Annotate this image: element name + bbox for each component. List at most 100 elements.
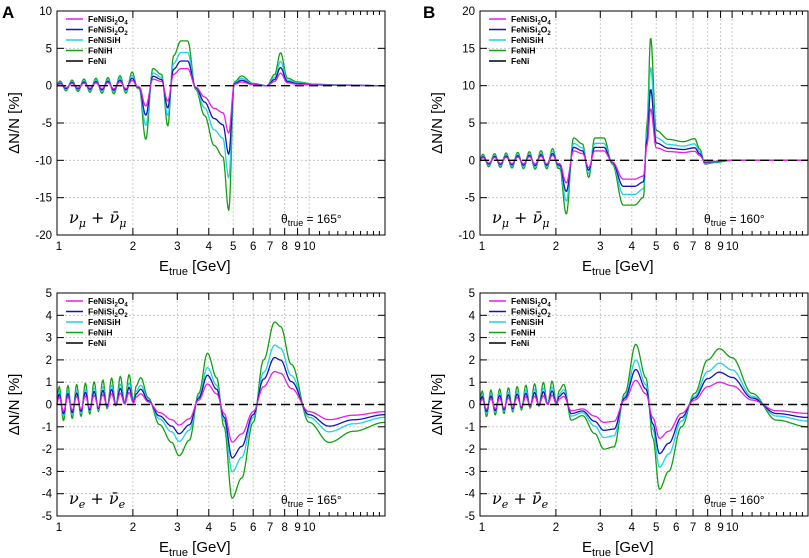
x-tick-label-10: 10: [303, 522, 316, 534]
y-tick-label-4: 4: [46, 310, 53, 322]
x-tick-label-7: 7: [267, 241, 273, 253]
x-tick-label-5: 5: [653, 522, 659, 534]
x-tick-label-8: 8: [281, 241, 287, 253]
x-axis-label: Etrue [GeV]: [159, 539, 231, 558]
x-tick-label-6: 6: [250, 241, 256, 253]
legend-entry-FeNiH: FeNiH: [511, 46, 536, 56]
y-tick-label-1: 1: [46, 377, 52, 389]
channel-label: νe + ν̄e: [492, 489, 549, 511]
x-tick-label-2: 2: [553, 241, 559, 253]
y-tick-label--5: -5: [465, 511, 475, 523]
y-tick-label-5: 5: [469, 118, 475, 130]
y-tick-label--3: -3: [42, 466, 52, 478]
x-axis-label: Etrue [GeV]: [159, 258, 231, 278]
x-tick-label-3: 3: [597, 522, 603, 534]
legend-entry-FeNiSi2O4: FeNiSi2O4: [511, 296, 551, 309]
x-tick-label-1: 1: [56, 241, 62, 253]
y-tick-label-10: 10: [39, 6, 52, 18]
legend-entry-FeNi: FeNi: [511, 338, 529, 348]
x-tick-label-3: 3: [597, 241, 603, 253]
x-axis-label: Etrue [GeV]: [582, 539, 654, 558]
y-tick-label--5: -5: [465, 193, 475, 205]
theta-label: θtrue = 160°: [704, 212, 765, 228]
chart-4: -5 -4 -3 -2 -1 0 1 2 3 4 5 1 2 3 4 5 6 7 8 9 10 Etrue [GeV] ΔN…: [429, 288, 809, 558]
y-tick-label-5: 5: [469, 288, 475, 300]
y-tick-label-0: 0: [46, 400, 52, 412]
x-tick-label-9: 9: [717, 241, 723, 253]
legend-entry-FeNiH: FeNiH: [88, 328, 113, 338]
series-line-FeNiSi2O2: [479, 368, 808, 455]
y-tick-label--3: -3: [465, 466, 475, 478]
y-tick-label-1: 1: [469, 377, 475, 389]
theta-label: θtrue = 165°: [281, 212, 342, 228]
x-tick-label-4: 4: [629, 522, 636, 534]
y-tick-label--5: -5: [42, 511, 52, 523]
x-tick-label-7: 7: [690, 241, 696, 253]
series-line-FeNiSi2O2: [479, 89, 808, 192]
legend-entry-FeNiSiH: FeNiSiH: [88, 35, 121, 45]
x-tick-label-9: 9: [294, 241, 300, 253]
x-tick-label-2: 2: [553, 522, 559, 534]
x-tick-label-4: 4: [206, 241, 213, 253]
y-tick-label--15: -15: [35, 193, 52, 205]
y-tick-label--2: -2: [42, 444, 52, 456]
legend-entry-FeNiSi2O2: FeNiSi2O2: [511, 307, 551, 320]
series-line-FeNiSiH: [479, 359, 809, 468]
series-line-FeNiSi2O2: [56, 60, 385, 155]
y-tick-label-20: 20: [462, 6, 475, 18]
legend-entry-FeNi: FeNi: [88, 56, 106, 66]
legend-entry-FeNiH: FeNiH: [511, 328, 536, 338]
x-tick-label-1: 1: [56, 522, 62, 534]
legend-entry-FeNiSi2O2: FeNiSi2O2: [88, 307, 128, 320]
x-tick-label-8: 8: [704, 241, 710, 253]
y-tick-label-3: 3: [46, 333, 52, 345]
panel-label-b: B: [423, 3, 435, 22]
y-tick-label--4: -4: [465, 489, 476, 501]
y-tick-label-0: 0: [46, 81, 52, 93]
x-tick-label-1: 1: [479, 522, 485, 534]
channel-label: νμ + ν̄μ: [69, 208, 126, 230]
series-line-FeNiSi2O4: [56, 370, 385, 443]
legend-entry-FeNiSiH: FeNiSiH: [511, 317, 544, 327]
y-tick-label-3: 3: [469, 333, 475, 345]
theta-label: θtrue = 165°: [281, 493, 342, 509]
x-tick-label-7: 7: [690, 522, 696, 534]
chart-3: -5 -4 -3 -2 -1 0 1 2 3 4 5 1 2 3 4 5 6 7 8 9 10 Etrue [GeV] ΔN…: [6, 288, 386, 558]
series-line-FeNiSiH: [56, 51, 385, 179]
x-tick-label-3: 3: [174, 522, 180, 534]
y-tick-label--1: -1: [465, 422, 475, 434]
y-tick-label--10: -10: [35, 155, 52, 167]
legend-entry-FeNiSi2O4: FeNiSi2O4: [88, 14, 128, 27]
x-tick-label-4: 4: [629, 241, 636, 253]
series-line-FeNiSi2O4: [479, 108, 808, 184]
legend-entry-FeNi: FeNi: [88, 338, 106, 348]
y-tick-label--2: -2: [465, 444, 475, 456]
series-line-FeNiSi2O4: [479, 379, 808, 440]
y-tick-label-10: 10: [462, 81, 475, 93]
channel-label: νμ + ν̄μ: [492, 208, 549, 230]
y-tick-label--5: -5: [42, 118, 52, 130]
panel-label-a: A: [2, 3, 14, 22]
y-tick-label-0: 0: [469, 400, 475, 412]
y-axis-label: ΔN/N [%]: [6, 92, 23, 154]
y-tick-label--4: -4: [42, 489, 53, 501]
y-tick-label-5: 5: [46, 288, 52, 300]
series-line-FeNiH: [56, 40, 385, 211]
x-tick-label-8: 8: [281, 522, 287, 534]
x-tick-label-3: 3: [174, 241, 180, 253]
x-tick-label-10: 10: [726, 241, 739, 253]
legend-entry-FeNiSiH: FeNiSiH: [88, 317, 121, 327]
y-tick-label--20: -20: [35, 230, 52, 242]
x-tick-label-5: 5: [230, 241, 236, 253]
x-tick-label-9: 9: [294, 522, 300, 534]
x-tick-label-10: 10: [726, 522, 739, 534]
legend-entry-FeNiSi2O2: FeNiSi2O2: [511, 25, 551, 38]
x-tick-label-2: 2: [130, 522, 136, 534]
x-tick-label-5: 5: [653, 241, 659, 253]
y-axis-label: ΔN/N [%]: [429, 92, 446, 154]
y-tick-label--1: -1: [42, 422, 52, 434]
